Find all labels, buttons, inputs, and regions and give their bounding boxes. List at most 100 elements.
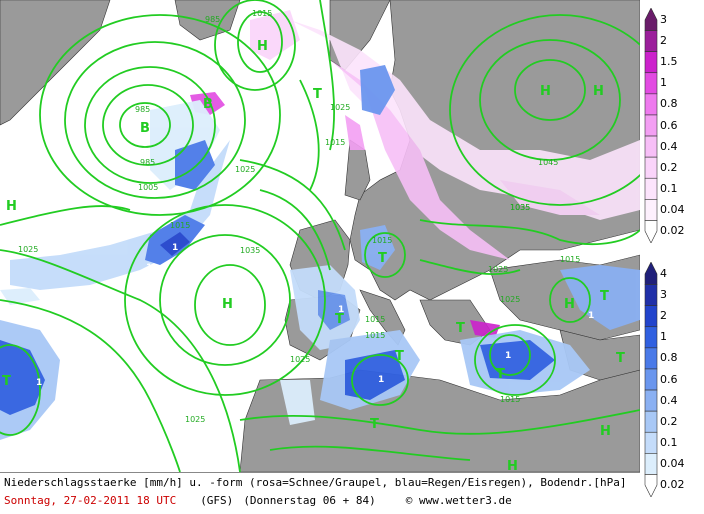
precip-marker: 1 — [378, 375, 384, 385]
run-date: Sonntag, 27-02-2011 18 UTC — [4, 494, 177, 507]
snow-scale-swatch — [644, 156, 658, 179]
map-canvas: 1 1 1 1 1 1 1 1015 985 985 985 1005 1015… — [0, 0, 640, 472]
low-pressure-marker: T — [2, 374, 11, 389]
precip-marker: 1 — [588, 311, 594, 321]
rain-scale-swatch — [644, 431, 658, 454]
snow-scale-label: 1.5 — [660, 55, 678, 69]
precip-marker: 1 — [36, 378, 42, 388]
rain-scale-label: 0.2 — [660, 414, 678, 428]
isobar-label: 1015 — [252, 9, 272, 18]
rain-scale-swatch — [644, 453, 658, 475]
snow-scale-swatch — [644, 220, 658, 243]
rain-scale-label: 1 — [660, 330, 667, 344]
rain-scale-swatch — [644, 326, 658, 349]
low-pressure-marker: T — [313, 87, 322, 102]
high-pressure-marker: H — [6, 199, 17, 214]
low-pressure-marker: T — [370, 417, 379, 432]
isobar-label: 1015 — [500, 395, 520, 404]
snow-scale-swatch — [644, 30, 658, 52]
isobar-label: 1015 — [372, 236, 392, 245]
isobar-label: 1025 — [18, 245, 38, 254]
rain-scale-bar — [644, 262, 658, 497]
caption-description: Niederschlagsstaerke [mm/h] u. -form (ro… — [4, 476, 627, 489]
isobar-label: 1035 — [510, 203, 530, 212]
isobar-labels: 1015 985 985 985 1005 1015 1025 1015 103… — [18, 9, 580, 424]
snow-scale-label: 0.4 — [660, 139, 678, 153]
rain-scale-label: 4 — [660, 267, 667, 280]
isobar-label: 985 — [140, 158, 155, 167]
low-pressure-marker: T — [395, 349, 404, 364]
isobar-label: 1025 — [500, 295, 520, 304]
copyright-notice: © www.wetter3.de — [405, 494, 512, 507]
legend-panel: 3 2 1.5 1 0.8 0.6 0.4 0.2 0.1 0.04 0.02 4 3 2 1 0.8 0.6… — [640, 0, 704, 513]
isobar-label: 985 — [135, 105, 150, 114]
rain-scale-label: 0.4 — [660, 393, 678, 407]
rain-scale-swatch — [644, 389, 658, 412]
high-pressure-marker: H — [257, 39, 268, 54]
isobar-label: 1015 — [170, 221, 190, 230]
high-pressure-marker: H — [540, 84, 551, 99]
snow-scale-label: 0.02 — [660, 224, 685, 237]
snow-scale-swatch — [644, 72, 658, 95]
weather-map: 1 1 1 1 1 1 1 1015 985 985 985 1005 1015… — [0, 0, 640, 472]
rain-scale-swatch — [644, 305, 658, 328]
isobar-label: 1035 — [510, 203, 530, 212]
snow-scale-swatch — [644, 93, 658, 116]
low-pressure-marker: T — [616, 351, 625, 366]
rain-scale-swatch — [644, 262, 658, 285]
snow-scale-swatch — [644, 177, 658, 200]
snow-scale-swatch — [644, 135, 658, 158]
high-pressure-marker: H — [593, 84, 604, 99]
high-pressure-marker: H — [507, 459, 518, 472]
rain-scale-label: 0.8 — [660, 351, 678, 365]
isobar-label: 1015 — [365, 315, 385, 324]
snow-scale-bar — [644, 8, 658, 243]
forecast-lead: (Donnerstag 06 + 84) — [243, 494, 376, 507]
rain-scale-swatch — [644, 368, 658, 391]
isobar-label: 1015 — [560, 255, 580, 264]
precip-marker: 1 — [338, 305, 344, 315]
rain-scale-label: 2 — [660, 309, 667, 323]
low-pressure-marker: T — [496, 367, 505, 382]
precip-marker: 1 — [505, 351, 511, 361]
low-pressure-marker: T — [600, 289, 609, 304]
landmass — [0, 0, 640, 472]
low-pressure-marker: T — [456, 321, 465, 336]
isobar-label: 1045 — [538, 158, 558, 167]
isobars — [0, 0, 640, 472]
snow-scale-label: 0.6 — [660, 118, 678, 132]
precip-marker: 1 — [146, 263, 152, 273]
isobar-label: 1025 — [290, 355, 310, 364]
isobar-label: 1025 — [235, 165, 255, 174]
isobar-label: 1035 — [240, 246, 260, 255]
high-pressure-marker: H — [222, 297, 233, 312]
snow-scale-swatch — [644, 8, 658, 31]
low-pressure-marker: T — [335, 312, 344, 327]
snow-scale-label: 2 — [660, 34, 667, 48]
snow-scale-label: 0.8 — [660, 97, 678, 111]
isobar-label: 1015 — [325, 138, 345, 147]
model-name: (GFS) — [200, 494, 234, 507]
precip-contour-markers: 1 1 1 1 1 1 1 — [36, 243, 594, 388]
snow-scale-label: 1 — [660, 76, 667, 90]
snow-scale-swatch — [644, 114, 658, 137]
high-pressure-marker: H — [600, 424, 611, 439]
snow-scale-swatch — [644, 199, 658, 221]
isobar-label: 1005 — [138, 183, 158, 192]
isobar-label: 1025 — [330, 103, 350, 112]
rain-scale-label: 0.6 — [660, 372, 678, 386]
rain-scale-label: 3 — [660, 288, 667, 302]
low-pressure-marker: T — [378, 251, 387, 266]
snow-scale-label: 0.1 — [660, 181, 678, 195]
isobar-label: 1025 — [185, 415, 205, 424]
isobar-label: 1015 — [365, 331, 385, 340]
rain-scale-label: 0.02 — [660, 478, 685, 491]
rain-scale-label: 0.04 — [660, 456, 685, 470]
pressure-centers: H H H H H H H H B B T T T T T T T T T T — [2, 39, 625, 472]
rain-scale-label: 0.1 — [660, 435, 678, 449]
snow-color-scale: 3 2 1.5 1 0.8 0.6 0.4 0.2 0.1 0.04 0.02 — [640, 8, 704, 243]
low-pressure-marker: B — [140, 121, 150, 136]
snow-scale-label: 3 — [660, 13, 667, 26]
rain-scale-swatch — [644, 410, 658, 433]
isobar-label: 1025 — [488, 265, 508, 274]
